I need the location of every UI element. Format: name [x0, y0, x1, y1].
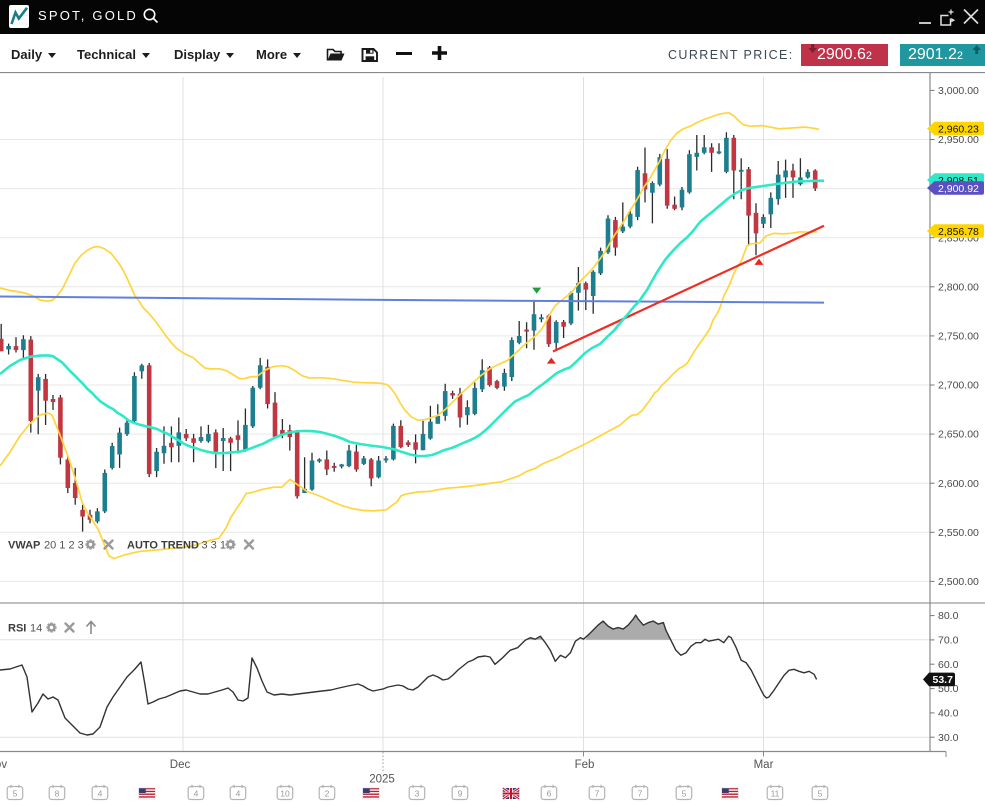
svg-text:2,856.78: 2,856.78: [938, 226, 979, 238]
svg-text:2,700.00: 2,700.00: [938, 380, 979, 392]
svg-text:80.0: 80.0: [938, 610, 959, 622]
svg-text:VWAP: VWAP: [8, 540, 40, 552]
svg-text:ov: ov: [0, 759, 7, 771]
svg-text:30.0: 30.0: [938, 732, 959, 744]
svg-text:7: 7: [595, 789, 600, 799]
svg-text:2,500.00: 2,500.00: [938, 576, 979, 588]
svg-text:Dec: Dec: [170, 759, 191, 771]
svg-text:2025: 2025: [369, 774, 395, 786]
svg-text:60.0: 60.0: [938, 659, 959, 671]
svg-text:4: 4: [98, 789, 103, 799]
svg-text:4: 4: [194, 789, 199, 799]
svg-text:AUTO TREND: AUTO TREND: [127, 540, 199, 552]
svg-text:3,000.00: 3,000.00: [938, 85, 979, 97]
svg-text:2,950.00: 2,950.00: [938, 134, 979, 146]
svg-text:10: 10: [280, 789, 290, 799]
svg-text:2: 2: [325, 789, 330, 799]
svg-text:2,550.00: 2,550.00: [938, 527, 979, 539]
svg-text:20 1 2 3: 20 1 2 3: [44, 540, 84, 552]
svg-text:2,600.00: 2,600.00: [938, 478, 979, 490]
svg-text:3: 3: [415, 789, 420, 799]
svg-text:40.0: 40.0: [938, 708, 959, 720]
svg-text:7: 7: [638, 789, 643, 799]
svg-text:5: 5: [13, 789, 18, 799]
svg-text:2,960.23: 2,960.23: [938, 123, 979, 135]
svg-text:5: 5: [682, 789, 687, 799]
svg-text:Mar: Mar: [754, 759, 774, 771]
svg-text:2,900.92: 2,900.92: [938, 183, 979, 195]
svg-text:6: 6: [547, 789, 552, 799]
svg-text:8: 8: [55, 789, 60, 799]
svg-text:5: 5: [818, 789, 823, 799]
svg-text:3 3 1: 3 3 1: [202, 540, 226, 552]
svg-text:RSI: RSI: [8, 623, 26, 635]
svg-text:2,750.00: 2,750.00: [938, 331, 979, 343]
svg-text:4: 4: [236, 789, 241, 799]
svg-text:9: 9: [458, 789, 463, 799]
svg-text:Feb: Feb: [575, 759, 595, 771]
svg-text:2,800.00: 2,800.00: [938, 281, 979, 293]
svg-text:70.0: 70.0: [938, 635, 959, 647]
svg-text:14: 14: [30, 623, 42, 635]
svg-text:11: 11: [771, 789, 780, 799]
svg-text:2,650.00: 2,650.00: [938, 429, 979, 441]
svg-text:53.7: 53.7: [933, 674, 954, 686]
